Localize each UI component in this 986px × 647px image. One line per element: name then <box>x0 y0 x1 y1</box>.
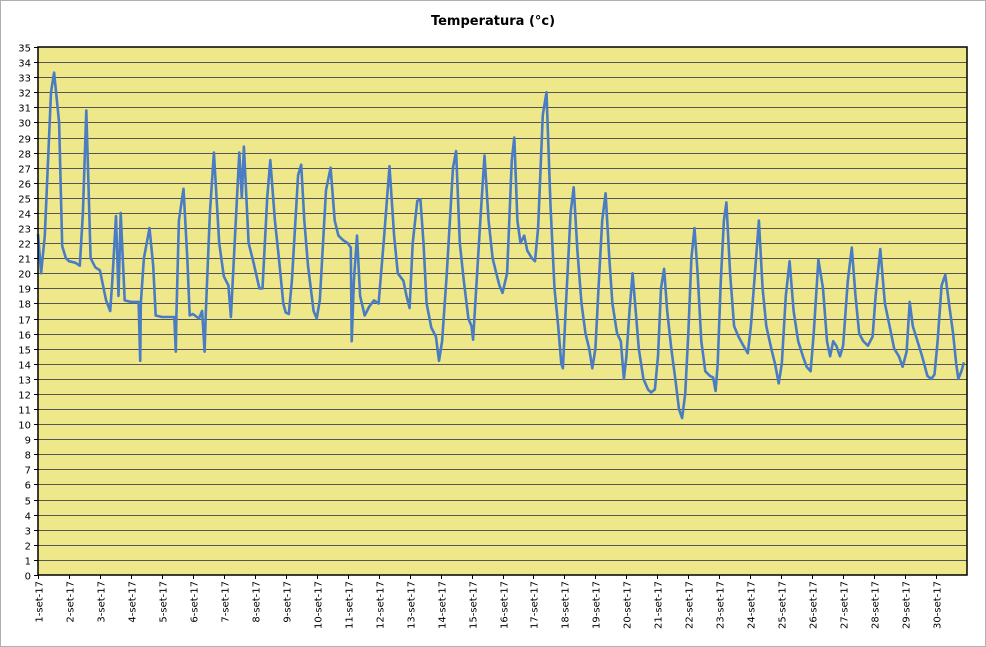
y-tick-label: 32 <box>18 89 31 100</box>
y-tick-label: 3 <box>25 527 31 538</box>
series-layer <box>36 71 966 420</box>
x-tick-label: 22-set-17 <box>685 581 696 629</box>
x-tick-label: 12-set-17 <box>376 581 387 629</box>
y-axis: 0123456789101112131415161718192021222324… <box>18 44 38 583</box>
x-tick-label: 5-set-17 <box>159 581 170 623</box>
y-tick-label: 13 <box>18 376 31 387</box>
y-tick-label: 22 <box>18 240 31 251</box>
x-axis: 1-set-17 2-set-17 3-set-17 4-set-17 5-set-17… <box>35 575 944 629</box>
x-tick-label: 30-set-17 <box>933 581 944 629</box>
x-tick-label: 8-set-17 <box>252 581 263 623</box>
series-line-1 <box>36 71 966 420</box>
x-tick-label: 2-set-17 <box>66 581 77 623</box>
y-tick-label: 33 <box>18 74 31 85</box>
x-tick-label: 6-set-17 <box>190 581 201 623</box>
x-tick-label: 19-set-17 <box>592 581 603 629</box>
y-tick-label: 12 <box>18 391 31 402</box>
y-tick-label: 15 <box>18 346 31 357</box>
y-tick-label: 21 <box>18 255 31 266</box>
y-tick-label: 26 <box>18 180 31 191</box>
x-tick-label: 20-set-17 <box>623 581 634 629</box>
y-tick-label: 23 <box>18 225 31 236</box>
y-tick-label: 5 <box>25 497 31 508</box>
x-tick-label: 26-set-17 <box>809 581 820 629</box>
x-tick-label: 13-set-17 <box>407 581 418 629</box>
y-tick-label: 2 <box>25 542 31 553</box>
y-tick-label: 6 <box>25 481 31 492</box>
x-tick-label: 7-set-17 <box>221 581 232 623</box>
y-tick-label: 7 <box>25 466 31 477</box>
y-tick-label: 31 <box>18 104 31 115</box>
x-tick-label: 24-set-17 <box>747 581 758 629</box>
y-tick-label: 18 <box>18 300 31 311</box>
y-tick-label: 17 <box>18 316 31 327</box>
x-tick-label: 23-set-17 <box>716 581 727 629</box>
y-tick-label: 30 <box>18 119 31 130</box>
y-tick-label: 20 <box>18 270 31 281</box>
y-tick-label: 1 <box>25 557 31 568</box>
y-tick-label: 24 <box>18 210 31 221</box>
x-tick-label: 28-set-17 <box>871 581 882 629</box>
y-tick-label: 11 <box>18 406 31 417</box>
y-tick-label: 4 <box>25 512 31 523</box>
x-tick-label: 18-set-17 <box>561 581 572 629</box>
y-tick-label: 14 <box>18 361 31 372</box>
y-tick-label: 27 <box>18 165 31 176</box>
y-tick-label: 0 <box>25 572 31 583</box>
x-tick-label: 10-set-17 <box>314 581 325 629</box>
y-tick-label: 8 <box>25 451 31 462</box>
x-tick-label: 25-set-17 <box>778 581 789 629</box>
x-tick-label: 27-set-17 <box>840 581 851 629</box>
x-tick-label: 17-set-17 <box>530 581 541 629</box>
x-tick-label: 21-set-17 <box>654 581 665 629</box>
chart-title: Temperatura (°c) <box>430 14 556 29</box>
y-tick-label: 16 <box>18 331 31 342</box>
y-tick-label: 10 <box>18 421 31 432</box>
x-tick-label: 15-set-17 <box>469 581 480 629</box>
x-tick-label: 29-set-17 <box>902 581 913 629</box>
y-tick-label: 34 <box>18 59 31 70</box>
y-tick-label: 29 <box>18 135 31 146</box>
y-tick-label: 19 <box>18 285 31 296</box>
y-tick-label: 9 <box>25 436 31 447</box>
plot-area <box>38 47 967 575</box>
y-tick-label: 28 <box>18 150 31 161</box>
x-tick-label: 14-set-17 <box>438 581 449 629</box>
x-tick-label: 16-set-17 <box>500 581 511 629</box>
x-tick-label: 4-set-17 <box>128 581 139 623</box>
y-tick-label: 35 <box>18 44 31 55</box>
plot-border <box>37 46 968 576</box>
x-tick-label: 11-set-17 <box>345 581 356 629</box>
x-tick-label: 9-set-17 <box>283 581 294 623</box>
y-tick-label: 25 <box>18 195 31 206</box>
x-tick-label: 1-set-17 <box>35 581 46 623</box>
x-tick-label: 3-set-17 <box>97 581 108 623</box>
